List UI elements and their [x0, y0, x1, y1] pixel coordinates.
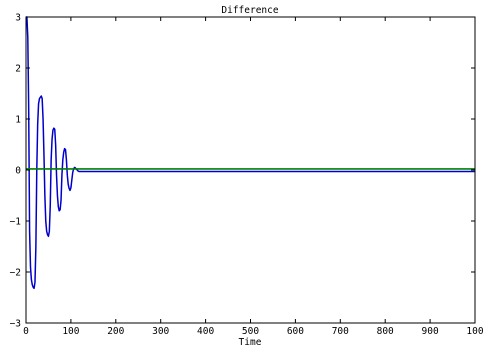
x-tick-label: 700 [332, 326, 349, 337]
y-tick-label: −3 [10, 319, 21, 330]
x-tick-label: 500 [242, 326, 259, 337]
y-tick-label: −2 [10, 268, 21, 279]
x-tick-label: 800 [377, 326, 394, 337]
y-tick-label: 2 [15, 64, 21, 75]
y-tick-label: 0 [15, 166, 21, 177]
x-axis-label: Time [239, 337, 262, 348]
x-tick-label: 300 [152, 326, 169, 337]
plot-lines [26, 16, 475, 290]
x-tick-label: 100 [62, 326, 79, 337]
y-tick-label: 1 [15, 115, 21, 126]
plot-frame [25, 16, 476, 324]
y-tick-label: 3 [15, 13, 21, 24]
x-tick-label: 0 [23, 326, 29, 337]
x-tick-label: 200 [107, 326, 124, 337]
x-tick-label: 600 [287, 326, 304, 337]
x-tick-label: 400 [197, 326, 214, 337]
y-tick-label: −1 [10, 217, 22, 228]
series-line-1 [26, 16, 475, 290]
x-axis: 0 100 200 300 400 500 600 700 800 900 100 [23, 17, 483, 337]
x-tick-label: 900 [422, 326, 439, 337]
y-axis: −3 −2 −1 0 1 2 3 [10, 13, 475, 330]
chart-title: Difference [221, 5, 278, 16]
x-tick-label: 100 [466, 326, 483, 337]
